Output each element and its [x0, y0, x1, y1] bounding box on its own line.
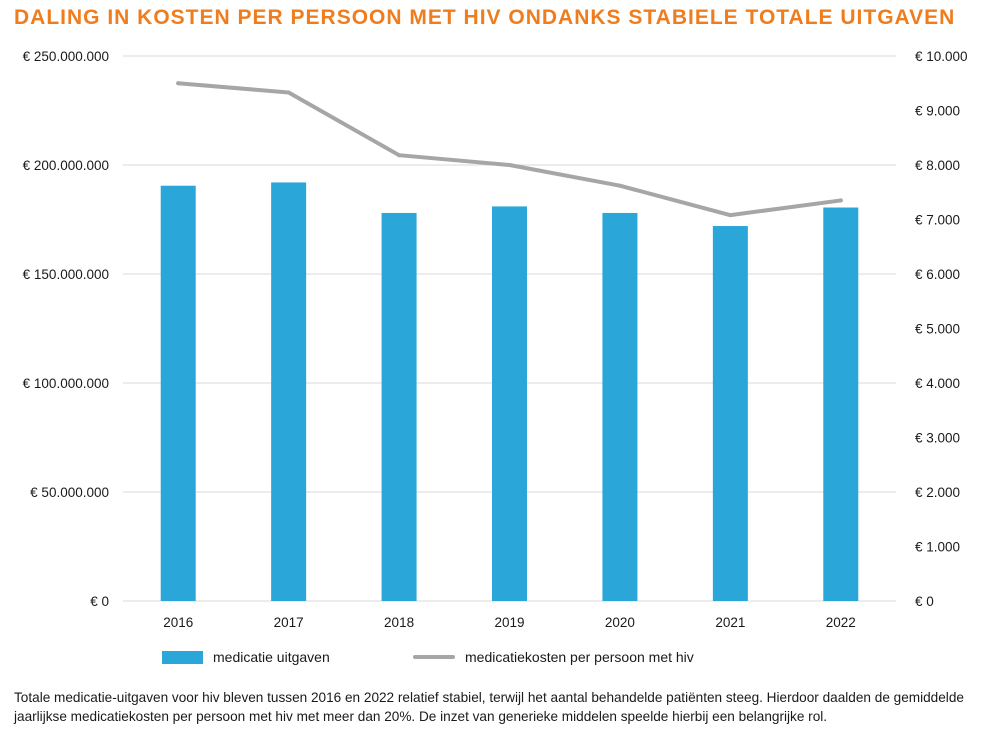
left-tick-label: € 250.000.000: [23, 49, 109, 64]
right-tick-label: € 8.000: [915, 158, 960, 173]
x-tick-label: 2019: [494, 615, 524, 630]
bar-2021: [712, 226, 748, 602]
bar-2020: [602, 212, 638, 601]
left-axis-ticks: € 0 € 50.000.000 € 100.000.000 € 150.000.00…: [23, 49, 109, 609]
right-tick-label: € 9.000: [915, 104, 960, 119]
combo-chart: € 0 € 50.000.000 € 100.000.000 € 150.000.00…: [23, 49, 968, 630]
legend-item-bars: medicatie uitgaven: [162, 649, 330, 665]
line-point-2022: [838, 198, 843, 203]
line-point-2020: [617, 183, 622, 188]
legend-label-bars: medicatie uitgaven: [213, 649, 330, 665]
right-tick-label: € 10.000: [915, 49, 968, 64]
left-tick-label: € 50.000.000: [30, 485, 109, 500]
x-tick-label: 2020: [605, 615, 635, 630]
bar-2017: [271, 182, 307, 601]
right-tick-label: € 1.000: [915, 540, 960, 555]
chart-caption: Totale medicatie-uitgaven voor hiv bleve…: [14, 690, 964, 724]
legend-item-line: medicatiekosten per persoon met hiv: [413, 649, 694, 665]
right-tick-label: € 3.000: [915, 431, 960, 446]
line-series: [176, 81, 843, 218]
chart-title: DALING IN KOSTEN PER PERSOON MET HIV OND…: [14, 6, 956, 29]
bar-2022: [823, 207, 859, 601]
left-tick-label: € 150.000.000: [23, 267, 109, 282]
x-tick-label: 2017: [274, 615, 304, 630]
right-tick-label: € 6.000: [915, 267, 960, 282]
left-tick-label: € 100.000.000: [23, 376, 109, 391]
left-tick-label: € 200.000.000: [23, 158, 109, 173]
left-tick-label: € 0: [90, 594, 109, 609]
x-tick-label: 2016: [163, 615, 193, 630]
right-tick-label: € 0: [915, 594, 934, 609]
right-axis-ticks: € 0 € 1.000 € 2.000 € 3.000 € 4.000 € 5.000 € …: [915, 49, 968, 609]
line-point-2018: [397, 153, 402, 158]
right-tick-label: € 4.000: [915, 376, 960, 391]
x-axis-ticks: 2016 2017 2018 2019 2020 2021 2022: [163, 615, 856, 630]
legend-swatch-line: [413, 655, 455, 659]
line-point-2019: [507, 163, 512, 167]
bar-2019: [492, 206, 527, 602]
x-tick-label: 2022: [826, 615, 856, 630]
x-tick-label: 2021: [715, 615, 745, 630]
right-tick-label: € 7.000: [915, 213, 960, 228]
right-tick-label: € 5.000: [915, 322, 960, 337]
bar-2016: [160, 185, 196, 601]
line-point-2016: [176, 81, 181, 86]
line-point-2017: [286, 90, 291, 95]
legend-swatch-bar: [162, 650, 203, 664]
line-point-2021: [728, 213, 733, 218]
x-tick-label: 2018: [384, 615, 414, 630]
legend-label-line: medicatiekosten per persoon met hiv: [465, 649, 694, 665]
bar-series: [160, 182, 859, 602]
bar-2018: [381, 212, 417, 601]
right-tick-label: € 2.000: [915, 485, 960, 500]
